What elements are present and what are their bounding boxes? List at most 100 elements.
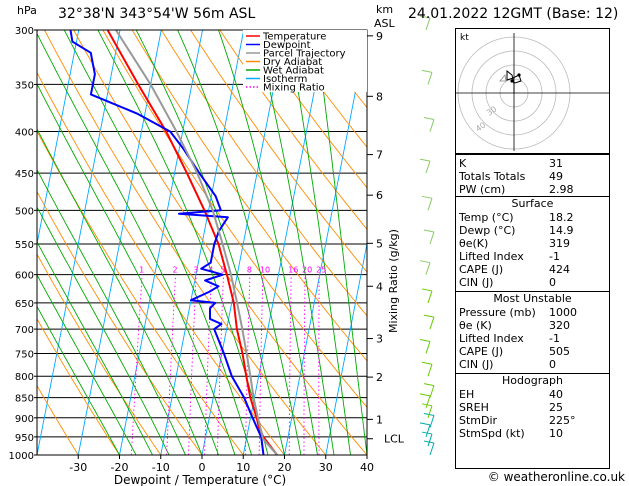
mixing-ratio-line	[288, 274, 292, 455]
legend-background	[243, 30, 367, 92]
index-key: Lifted Index	[459, 250, 524, 263]
wind-barb	[425, 160, 431, 174]
isotherm-line	[325, 241, 367, 455]
isotherm-line	[242, 30, 327, 455]
mixing-ratio-label: 2	[173, 266, 178, 275]
index-value: 25	[549, 401, 563, 414]
wind-barb-flag	[421, 195, 433, 199]
index-key: StmSpd (kt)	[459, 427, 525, 440]
index-value: 1000	[549, 306, 577, 319]
hpa-unit-label: hPa	[17, 4, 37, 17]
dry-adiabat-line	[248, 30, 367, 189]
mixing-ratio-label: 4	[208, 266, 213, 275]
pressure-tick-label: 850	[15, 394, 34, 405]
mixing-ratio-label: 3	[193, 266, 198, 275]
index-key: θe(K)	[459, 237, 489, 250]
wind-barb	[429, 316, 435, 330]
index-value: 320	[549, 319, 570, 332]
isotherm-line	[119, 30, 203, 455]
index-row: θe(K) 319	[456, 237, 609, 250]
hodograph-ring-label: 40	[474, 120, 488, 133]
copyright-footer: © weatheronline.co.uk	[487, 470, 625, 484]
index-key: SREH	[459, 401, 489, 414]
wet-adiabat-line	[97, 30, 269, 455]
dry-adiabat-line	[73, 30, 367, 455]
index-key: Lifted Index	[459, 332, 524, 345]
index-value: -1	[549, 250, 560, 263]
index-row: CAPE (J) 505	[456, 345, 609, 358]
index-key: PW (cm)	[459, 183, 506, 196]
index-key: CIN (J)	[459, 358, 494, 371]
isotherm-line	[201, 30, 286, 455]
km-tick-label: 4	[376, 280, 383, 293]
pressure-tick-label: 300	[15, 26, 34, 37]
wet-adiabat-line	[37, 128, 203, 455]
surface-title: Surface	[511, 197, 554, 210]
index-value: 40	[549, 388, 563, 401]
wet-adiabat-line	[63, 30, 252, 455]
isotherm-line	[284, 30, 367, 455]
wind-barb-flag	[421, 69, 433, 73]
wind-barb	[429, 231, 435, 245]
pressure-tick-label: 1000	[9, 451, 34, 462]
mixing-ratio-label: 5	[220, 266, 225, 275]
index-key: CAPE (J)	[459, 345, 504, 358]
mixing-ratio-line	[166, 274, 176, 455]
index-row: CIN (J) 0	[456, 358, 609, 371]
wind-barb	[427, 433, 433, 447]
wet-adiabat-line	[287, 30, 351, 455]
index-row: CAPE (J) 424	[456, 263, 609, 276]
mixing-ratio-label: 16	[288, 266, 298, 275]
dry-adiabat-line	[37, 384, 79, 455]
x-axis-label: Dewpoint / Temperature (°C)	[114, 473, 286, 486]
mixing-ratio-axis-label: Mixing Ratio (g/kg)	[387, 229, 400, 333]
parcel-trajectory-trace	[115, 30, 278, 455]
wet-adiabat-line	[37, 305, 120, 455]
index-value: 319	[549, 237, 570, 250]
index-value: 14.9	[549, 224, 574, 237]
index-row: Totals Totals 49	[456, 170, 609, 183]
index-key: K	[459, 157, 467, 170]
pressure-tick-label: 900	[15, 414, 34, 425]
index-key: CAPE (J)	[459, 263, 504, 276]
temperature-tick-label: 10	[236, 461, 250, 474]
pressure-tick-label: 650	[15, 299, 34, 310]
pressure-tick-label: 800	[15, 372, 34, 383]
wet-adiabat-line	[37, 206, 170, 455]
wet-adiabat-line	[135, 30, 285, 455]
wet-adiabat-line	[37, 273, 137, 455]
legend-label: Dewpoint	[263, 40, 311, 51]
km-tick-label: 5	[376, 237, 383, 250]
index-key: StmDir	[459, 414, 498, 427]
wet-adiabat-line	[37, 240, 153, 455]
temperature-tick-label: 30	[319, 461, 333, 474]
wind-barb-flag	[419, 422, 431, 426]
temperature-tick-label: 0	[199, 461, 206, 474]
dry-adiabat-line	[37, 317, 120, 455]
pressure-tick-label: 750	[15, 349, 34, 360]
km-tick-label: 6	[376, 189, 383, 202]
wind-barb-flag	[423, 229, 435, 233]
mixing-ratio-line	[303, 274, 306, 455]
mixing-ratio-line	[187, 274, 197, 455]
wet-adiabat-line	[315, 30, 367, 455]
wind-barb	[429, 415, 435, 428]
index-row: StmDir 225°	[456, 414, 609, 427]
km-tick-label: 2	[376, 371, 383, 384]
index-value: 505	[549, 345, 570, 358]
index-value: 0	[549, 276, 556, 289]
hodograph-plot: kt 30 40	[456, 33, 609, 151]
pressure-tick-label: 400	[15, 128, 34, 139]
legend-label: Wet Adiabat	[263, 66, 324, 77]
index-row: PW (cm) 2.98	[456, 183, 609, 196]
legend-label: Isotherm	[263, 74, 307, 85]
wind-barb	[425, 17, 431, 31]
wet-adiabat-line	[255, 30, 335, 455]
wind-barb	[427, 72, 433, 85]
wind-barb-flag	[419, 15, 431, 19]
wind-barb-flag	[423, 383, 435, 387]
index-key: Pressure (mb)	[459, 306, 536, 319]
pressure-tick-label: 500	[15, 206, 34, 217]
index-value: 2.98	[549, 183, 574, 196]
